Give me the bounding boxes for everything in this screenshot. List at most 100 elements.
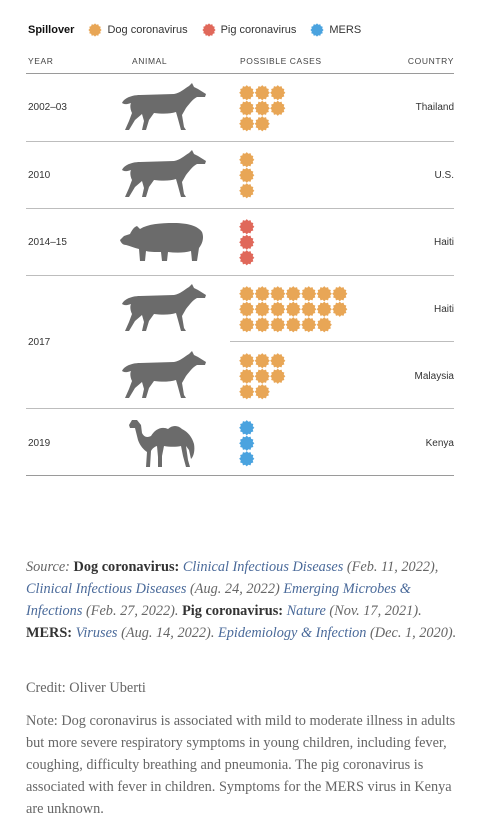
case-mark xyxy=(301,286,317,302)
camel-icon xyxy=(126,416,198,473)
legend-item-dog: Dog coronavirus xyxy=(88,23,188,37)
possible-cases xyxy=(238,218,256,272)
case-mark xyxy=(254,286,270,302)
case-mark xyxy=(239,435,255,451)
header-animal: ANIMAL xyxy=(132,56,168,66)
header-year: YEAR xyxy=(28,56,54,66)
source-note: Source: Dog coronavirus: Clinical Infect… xyxy=(26,556,458,644)
legend-title: Spillover xyxy=(28,24,75,36)
case-mark xyxy=(239,85,255,101)
case-mark xyxy=(270,301,286,317)
case-mark xyxy=(239,451,255,467)
year-cell: 2019 xyxy=(28,438,51,449)
case-mark xyxy=(301,317,317,333)
pig-icon xyxy=(118,217,206,270)
source-date: (Feb. 11, 2022), xyxy=(343,559,439,575)
cases-marks xyxy=(239,219,255,266)
source-link[interactable]: Clinical Infectious Diseases xyxy=(26,581,187,597)
possible-cases xyxy=(238,151,256,205)
virus-icon xyxy=(88,23,103,37)
case-mark xyxy=(239,167,255,183)
case-mark xyxy=(239,183,255,199)
possible-cases xyxy=(238,419,256,473)
header-cases: POSSIBLE CASES xyxy=(240,56,322,66)
year-cell: 2010 xyxy=(28,170,51,181)
row-divider xyxy=(26,141,454,142)
country-cell: Haiti xyxy=(433,237,454,248)
case-mark xyxy=(270,368,286,384)
dog-icon xyxy=(118,284,208,337)
case-mark xyxy=(239,301,255,317)
case-mark xyxy=(316,286,332,302)
virus-icon xyxy=(310,23,324,37)
case-mark xyxy=(239,219,255,235)
year-cell: 2017 xyxy=(28,337,51,348)
case-mark xyxy=(254,301,270,317)
source-date: (Aug. 14, 2022). xyxy=(117,625,218,641)
case-mark xyxy=(239,368,255,384)
source-link[interactable]: Clinical Infectious Diseases xyxy=(182,559,344,575)
cases-marks xyxy=(239,353,286,400)
possible-cases xyxy=(238,84,287,138)
case-mark xyxy=(239,100,255,116)
country-cell: Thailand xyxy=(415,102,454,113)
country-cell: Malaysia xyxy=(414,371,454,382)
case-mark xyxy=(239,384,255,400)
country-cell: Haiti xyxy=(433,304,454,315)
case-mark xyxy=(270,85,286,101)
case-mark xyxy=(332,286,348,302)
possible-cases xyxy=(238,352,287,406)
source-date: (Dec. 1, 2020). xyxy=(366,625,457,641)
dog-icon xyxy=(118,150,208,203)
case-mark xyxy=(239,116,255,132)
row-divider xyxy=(26,275,454,276)
case-mark xyxy=(254,85,270,101)
source-date: (Aug. 24, 2022) xyxy=(186,581,284,597)
case-mark xyxy=(270,317,286,333)
virus-icon xyxy=(201,23,216,37)
case-mark xyxy=(254,100,270,116)
source-pig-label: Pig coronavirus: xyxy=(182,603,284,619)
case-mark xyxy=(239,317,255,333)
case-mark xyxy=(270,100,286,116)
credit-line: Credit: Oliver Uberti xyxy=(26,680,146,696)
cases-marks xyxy=(239,85,286,132)
dog-icon xyxy=(118,351,208,404)
header-rule xyxy=(26,73,454,74)
case-mark xyxy=(285,317,301,333)
legend: Spillover Dog coronavirus Pig coronaviru… xyxy=(28,22,375,38)
row-divider xyxy=(26,208,454,209)
country-cell: U.S. xyxy=(434,170,454,181)
source-dog-label: Dog coronavirus: xyxy=(73,559,180,575)
legend-label-mers: MERS xyxy=(329,24,362,36)
case-mark xyxy=(254,116,270,132)
case-mark xyxy=(239,286,255,302)
possible-cases xyxy=(238,285,349,339)
legend-label-pig: Pig coronavirus xyxy=(220,24,297,36)
legend-label-dog: Dog coronavirus xyxy=(107,24,188,36)
row-divider xyxy=(26,408,454,409)
case-mark xyxy=(270,286,286,302)
source-link[interactable]: Viruses xyxy=(75,625,118,641)
country-cell: Kenya xyxy=(425,438,454,449)
case-mark xyxy=(285,286,301,302)
source-link[interactable]: Emerging Microbes & Infections xyxy=(26,581,411,619)
case-mark xyxy=(316,301,332,317)
cases-marks xyxy=(239,420,255,467)
source-mers-label: MERS: xyxy=(26,625,73,641)
case-mark xyxy=(239,420,255,436)
case-mark xyxy=(332,301,348,317)
case-mark xyxy=(239,250,255,266)
case-mark xyxy=(285,301,301,317)
source-label: Source: xyxy=(26,559,74,575)
case-mark xyxy=(270,353,286,369)
source-link[interactable]: Nature xyxy=(286,603,326,619)
source-date: (Nov. 17, 2021). xyxy=(325,603,422,619)
legend-item-mers: MERS xyxy=(310,23,361,37)
cases-marks xyxy=(239,152,255,199)
case-mark xyxy=(316,317,332,333)
case-mark xyxy=(239,353,255,369)
source-link[interactable]: Epidemiology & Infection xyxy=(217,625,367,641)
case-mark xyxy=(254,317,270,333)
case-mark xyxy=(254,353,270,369)
